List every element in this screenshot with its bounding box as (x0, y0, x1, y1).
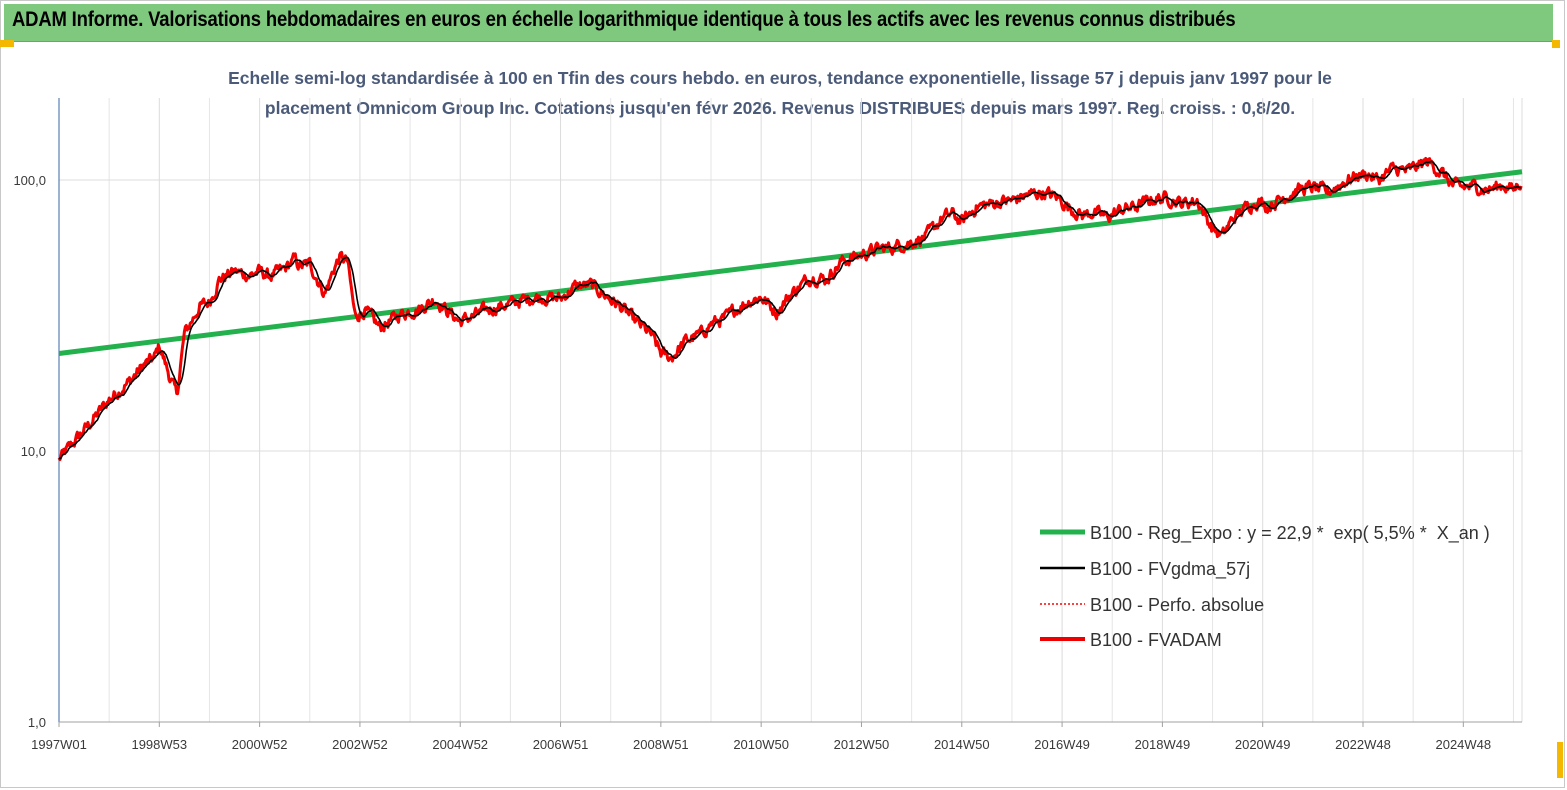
x-tick-label: 1998W53 (131, 737, 187, 752)
x-tick-label: 2022W48 (1335, 737, 1391, 752)
corner-mark-top-left (0, 40, 14, 47)
legend-label-perfo: B100 - Perfo. absolue (1090, 595, 1264, 615)
series-regression-line (58, 169, 1523, 356)
legend-label-fvgdma: B100 - FVgdma_57j (1090, 559, 1250, 580)
x-tick-label: 2012W50 (834, 737, 890, 752)
x-tick-label: 2024W48 (1435, 737, 1491, 752)
x-tick-label: 2014W50 (934, 737, 990, 752)
series-perfo-line (58, 158, 1522, 461)
legend-label-fvadam: B100 - FVADAM (1090, 630, 1222, 650)
chart-subtitle-line-2: placement Omnicom Group Inc. Cotations j… (265, 98, 1295, 118)
legend-label-regression: B100 - Reg_Expo : y = 22,9 * exp( 5,5% *… (1090, 523, 1490, 544)
x-tick-label: 2020W49 (1235, 737, 1291, 752)
x-tick-label: 2006W51 (533, 737, 589, 752)
x-tick-label: 2002W52 (332, 737, 388, 752)
x-tick-label: 2018W49 (1135, 737, 1191, 752)
x-tick-label: 2000W52 (232, 737, 288, 752)
x-tick-label: 2004W52 (432, 737, 488, 752)
y-tick-label: 100,0 (13, 173, 46, 188)
x-tick-label: 1997W01 (31, 737, 87, 752)
x-tick-label: 2008W51 (633, 737, 689, 752)
y-tick-label: 10,0 (21, 444, 46, 459)
chart-subtitle-line-1: Echelle semi-log standardisée à 100 en T… (228, 68, 1332, 88)
y-tick-label: 1,0 (28, 715, 46, 730)
legend: B100 - Reg_Expo : y = 22,9 * exp( 5,5% *… (1040, 523, 1490, 650)
title-bar: ADAM Informe. Valorisations hebdomadaire… (4, 4, 1553, 42)
series-fvadam-line (57, 156, 1523, 462)
page-title: ADAM Informe. Valorisations hebdomadaire… (12, 8, 1236, 31)
corner-mark-top-right (1552, 40, 1560, 48)
series-fvgdma-line (58, 160, 1522, 460)
x-tick-label: 2010W50 (733, 737, 789, 752)
x-tick-label: 2016W49 (1034, 737, 1090, 752)
corner-mark-bottom-right (1557, 742, 1563, 778)
